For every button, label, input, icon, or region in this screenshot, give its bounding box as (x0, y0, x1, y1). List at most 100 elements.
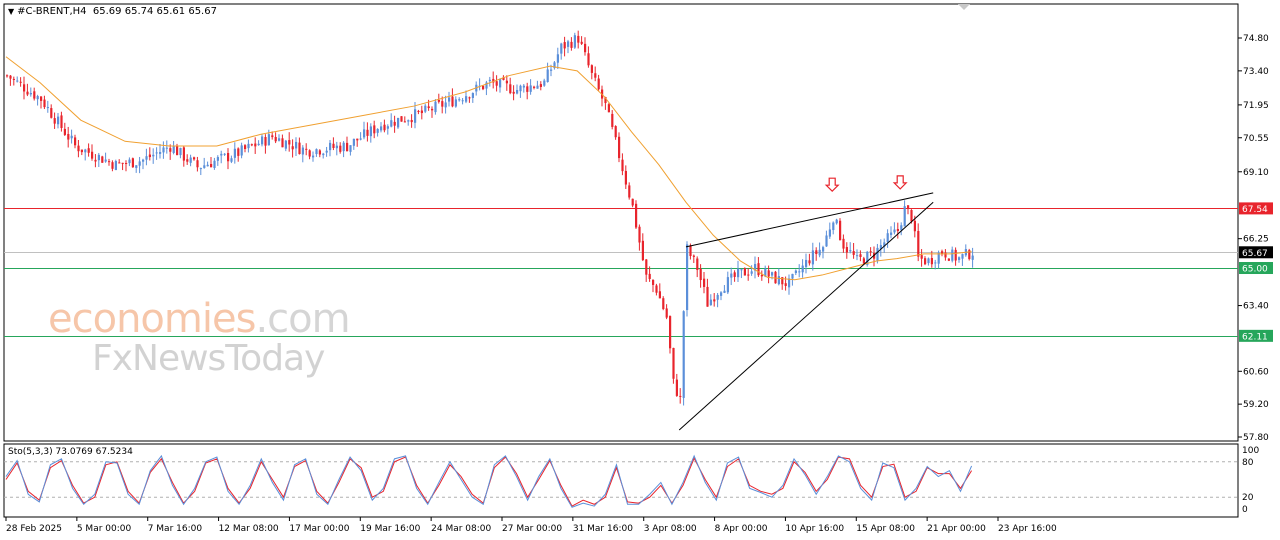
candle-body (380, 126, 383, 131)
price-marker-label: 67.54 (1242, 205, 1268, 215)
candle-body (448, 97, 451, 102)
candle-body (70, 135, 73, 139)
candle-body (301, 147, 304, 155)
x-tick-label: 8 Apr 00:00 (715, 524, 768, 534)
candle-body (808, 260, 811, 264)
price-marker-tag (1239, 329, 1273, 342)
candle-body (233, 148, 236, 158)
candle-body (386, 126, 389, 129)
y-tick-label: 71.95 (1243, 101, 1269, 111)
candle-body (77, 145, 80, 152)
trendline (678, 201, 934, 431)
price-marker-tag (1239, 262, 1273, 275)
candle-body (237, 148, 240, 156)
down-arrow-icon (824, 177, 840, 193)
candle-body (590, 65, 593, 73)
candle-body (346, 142, 349, 152)
candle-body (505, 80, 508, 84)
candle-body (961, 254, 964, 259)
candle-body (890, 232, 893, 235)
candle-body (910, 210, 913, 222)
candle-body (563, 42, 566, 49)
candle-body (696, 258, 699, 270)
candles (6, 30, 974, 406)
candle-body (937, 252, 940, 264)
candle-body (46, 107, 49, 109)
candle-body (570, 41, 573, 48)
candle-body (254, 143, 257, 147)
x-tick-label: 3 Apr 08:00 (644, 524, 697, 534)
candle-body (84, 149, 87, 153)
candle-body (33, 91, 36, 99)
candle-body (264, 137, 267, 146)
candle-body (308, 150, 311, 157)
candle-body (414, 109, 417, 123)
candle-body (244, 145, 247, 149)
candle-body (567, 41, 570, 47)
candle-body (94, 159, 97, 162)
watermark-tld: .com (255, 296, 350, 342)
candle-body (210, 163, 213, 168)
candle-body (142, 159, 145, 162)
stochastic-title: Sto(5,3,3) 73.0769 67.5234 (8, 447, 133, 457)
candle-body (679, 395, 682, 397)
candle-body (689, 245, 692, 257)
candle-body (325, 150, 328, 153)
y-tick-label: 59.20 (1243, 400, 1269, 410)
candle-body (835, 219, 838, 224)
candle-body (329, 142, 332, 151)
candle-body (631, 198, 634, 206)
candle-body (189, 157, 192, 163)
x-tick-label: 12 Mar 08:00 (219, 524, 279, 534)
candle-body (825, 235, 828, 247)
candle-body (828, 229, 831, 237)
candle-body (43, 99, 46, 108)
candle-body (53, 118, 56, 124)
candle-body (526, 86, 529, 92)
candle-body (699, 268, 702, 281)
candle-body (927, 258, 930, 264)
candle-body (74, 137, 77, 146)
candle-body (645, 259, 648, 275)
y-tick-label: 69.10 (1243, 168, 1269, 178)
candle-body (63, 128, 66, 135)
candle-body (162, 147, 165, 153)
candle-body (356, 138, 359, 141)
candle-body (172, 146, 175, 153)
x-tick-label: 21 Apr 00:00 (927, 524, 986, 534)
y-tick-label: 57.80 (1243, 433, 1269, 443)
candle-body (111, 162, 114, 169)
candle-body (771, 272, 774, 276)
candle-body (788, 278, 791, 288)
candle-body (883, 242, 886, 247)
candle-body (917, 230, 920, 257)
candle-body (896, 229, 899, 232)
candle-body (342, 142, 345, 152)
candle-body (849, 250, 852, 252)
candle-body (716, 294, 719, 300)
trendline (685, 192, 934, 248)
x-tick-label: 5 Mar 00:00 (77, 524, 132, 534)
candle-body (118, 162, 121, 164)
candle-body (216, 157, 219, 161)
candle-body (624, 170, 627, 185)
watermark-economies-logo: economies.com (48, 296, 351, 342)
candle-body (913, 220, 916, 232)
candle-body (522, 85, 525, 88)
candle-body (750, 271, 753, 274)
candle-body (811, 250, 814, 265)
candle-body (941, 251, 944, 254)
candle-body (383, 124, 386, 131)
candle-body (924, 258, 927, 265)
candle-body (737, 268, 740, 278)
candle-body (791, 273, 794, 279)
moving-average-line (5, 56, 972, 281)
x-tick-label: 17 Mar 00:00 (289, 524, 349, 534)
candle-body (543, 80, 546, 86)
candle-body (403, 121, 406, 123)
dropdown-triangle-icon[interactable]: ▼ (8, 7, 15, 16)
candle-body (485, 82, 488, 89)
candle-body (495, 81, 498, 86)
candle-body (312, 155, 315, 158)
x-tick-label: 23 Apr 16:00 (998, 524, 1057, 534)
